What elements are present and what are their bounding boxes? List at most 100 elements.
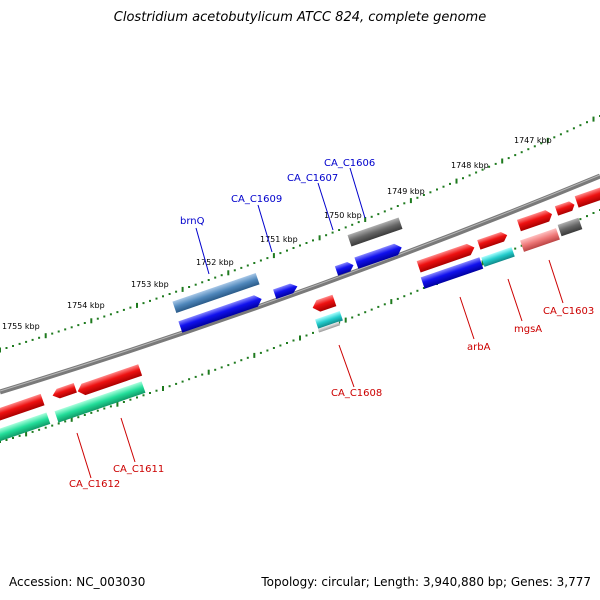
scale-tick (44, 333, 47, 339)
scale-tick (299, 244, 301, 247)
scale-tick (292, 339, 295, 342)
scale-tick (240, 359, 243, 362)
leader-line (257, 204, 273, 253)
gene-arrow (0, 393, 45, 423)
gene-arrow (178, 295, 262, 333)
scale-tick (481, 168, 484, 171)
gene-label-CA_C1611: CA_C1611 (113, 464, 164, 475)
scale-tick (357, 221, 360, 224)
scale-tick (409, 198, 412, 204)
leader-line (338, 344, 355, 388)
scale-tick (38, 428, 41, 431)
scale-tick (429, 191, 432, 194)
scale-label-1748: 1748 kbp (451, 161, 489, 170)
scale-label-1751: 1751 kbp (260, 235, 298, 244)
scale-tick (175, 290, 178, 293)
scale-tick (122, 401, 125, 403)
scale-tick (331, 231, 334, 234)
scale-label-1753: 1753 kbp (131, 280, 169, 289)
scale-tick (514, 247, 517, 250)
scale-tick (142, 394, 145, 397)
scale-tick (155, 297, 158, 300)
scale-tick (142, 302, 145, 305)
scale-label-1752: 1752 kbp (196, 258, 234, 267)
scale-tick (175, 382, 178, 385)
scale-tick (377, 213, 380, 216)
scale-tick (351, 316, 354, 319)
gene-bar (481, 247, 515, 267)
scale-tick (586, 215, 588, 218)
scale-tick (266, 257, 269, 260)
scale-tick (540, 142, 543, 145)
scale-label-1750: 1750 kbp (324, 211, 362, 220)
gene-bar (347, 217, 403, 247)
gene-label-brnQ: brnQ (180, 216, 205, 227)
scale-tick (422, 194, 425, 196)
leader-line (349, 167, 366, 219)
scale-tick (449, 182, 451, 185)
scale-tick (364, 217, 367, 222)
scale-tick (44, 426, 47, 429)
gene-arrow (334, 261, 354, 276)
scale-tick (462, 177, 464, 180)
scale-tick (129, 398, 132, 401)
scale-tick (253, 262, 256, 264)
scale-tick (116, 401, 119, 407)
scale-tick (422, 287, 425, 289)
scale-tick (149, 299, 151, 302)
scale-tick (188, 378, 191, 381)
scale-tick (396, 205, 399, 207)
scale-tick (494, 162, 497, 165)
gene-bar (420, 257, 484, 289)
scale-tick (116, 311, 119, 314)
scale-tick (5, 347, 8, 349)
scale-tick (592, 116, 595, 122)
scale-tick (0, 441, 1, 443)
scale-tick (122, 308, 125, 311)
scale-tick (51, 424, 54, 427)
scale-tick (286, 342, 288, 344)
gene-arrow (52, 383, 77, 399)
scale-tick (416, 289, 419, 292)
gene-label-arbA: arbA (467, 342, 491, 353)
scale-tick (383, 210, 386, 213)
scale-tick (559, 133, 562, 136)
scale-tick (25, 431, 28, 437)
scale-tick (214, 368, 217, 371)
scale-tick (312, 331, 314, 334)
gene-label-CA_C1607: CA_C1607 (287, 173, 338, 184)
scale-tick (370, 308, 373, 311)
scale-tick (70, 326, 73, 329)
scale-tick (188, 286, 191, 288)
scale-label-1754: 1754 kbp (67, 301, 105, 310)
scale-tick (83, 414, 86, 416)
scale-tick (364, 311, 367, 314)
leader-line (507, 278, 523, 322)
leader-line (195, 227, 210, 275)
leader-line (548, 259, 564, 304)
scale-tick (312, 239, 314, 242)
scale-tick (90, 318, 93, 324)
scale-tick (109, 313, 112, 316)
scale-tick (162, 386, 164, 391)
gene-label-CA_C1606: CA_C1606 (324, 158, 375, 169)
scale-tick (507, 157, 510, 160)
scale-tick (370, 215, 373, 218)
scale-tick (520, 151, 523, 154)
scale-tick (436, 188, 438, 191)
scale-tick (31, 338, 34, 341)
scale-tick (377, 305, 380, 308)
scale-tick (344, 226, 347, 229)
scale-tick (488, 165, 491, 168)
scale-tick (103, 315, 106, 318)
scale-tick (233, 361, 236, 364)
scale-tick (246, 356, 249, 359)
scale-tick (520, 244, 523, 247)
scale-tick (403, 295, 406, 298)
scale-tick (481, 260, 484, 266)
scale-tick (566, 130, 569, 133)
scale-tick (168, 293, 171, 295)
scale-tick (272, 253, 275, 259)
scale-tick (253, 352, 256, 358)
